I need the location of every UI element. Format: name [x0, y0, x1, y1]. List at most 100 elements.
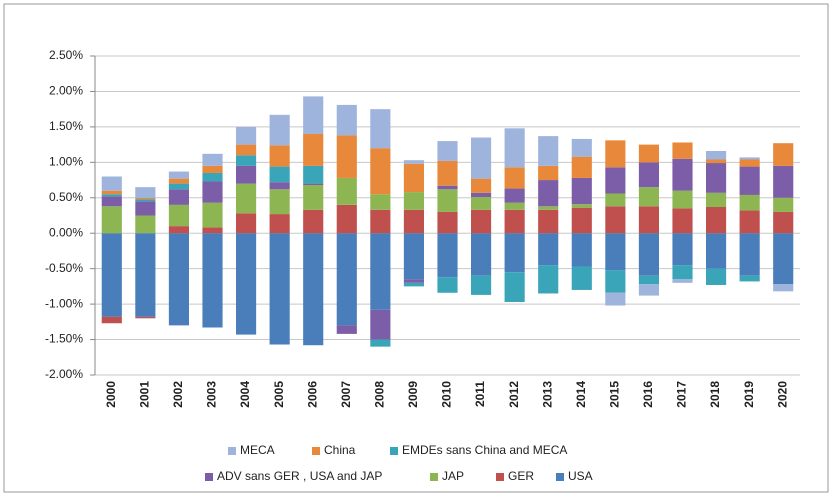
- legend-label: JAP: [442, 469, 464, 483]
- legend-label: China: [324, 443, 356, 457]
- bar-segment: [202, 165, 223, 173]
- legend-swatch: [228, 447, 236, 455]
- bar-segment: [605, 270, 626, 293]
- bar-segment: [638, 144, 659, 163]
- bar-segment: [437, 185, 458, 190]
- bar-segment: [504, 167, 525, 189]
- bar-segment: [236, 233, 257, 335]
- bar-segment: [236, 126, 257, 145]
- bar-segment: [168, 204, 189, 227]
- bar-segment: [571, 204, 592, 208]
- legend-swatch: [496, 473, 504, 481]
- y-tick-label: -0.50%: [45, 261, 83, 275]
- bar-segment: [135, 187, 156, 198]
- bar-segment: [672, 233, 693, 266]
- bar-segment: [638, 162, 659, 188]
- bar-segment: [471, 233, 492, 276]
- x-tick-label: 2013: [540, 381, 554, 408]
- bar-segment: [471, 178, 492, 193]
- x-tick-label: 2014: [574, 381, 588, 408]
- bar-segment: [403, 279, 424, 283]
- x-tick-label: 2005: [272, 381, 286, 408]
- bar-segment: [101, 190, 122, 195]
- bar-segment: [101, 316, 122, 324]
- bar-segment: [773, 233, 794, 285]
- bar-segment: [403, 160, 424, 164]
- bar-segment: [336, 204, 357, 234]
- bar-segment: [605, 206, 626, 234]
- y-tick-label: 2.50%: [49, 48, 83, 62]
- bar-segment: [437, 233, 458, 278]
- bar-segment: [672, 265, 693, 280]
- bar-segment: [336, 325, 357, 334]
- y-tick-label: -2.00%: [45, 367, 83, 381]
- legend-label: GER: [508, 469, 534, 483]
- bar-segment: [135, 316, 156, 319]
- bar-segment: [773, 211, 794, 234]
- bar-segment: [538, 209, 559, 234]
- bar-segment: [303, 165, 324, 184]
- bar-segment: [571, 177, 592, 205]
- bar-segment: [504, 128, 525, 168]
- bar-segment: [101, 233, 122, 317]
- bar-segment: [638, 275, 659, 285]
- legend-swatch: [556, 473, 564, 481]
- bar-segment: [706, 163, 727, 193]
- bar-segment: [370, 309, 391, 340]
- bar-segment: [605, 233, 626, 271]
- bar-segment: [269, 182, 290, 190]
- bar-segment: [571, 233, 592, 267]
- bar-segment: [168, 233, 189, 326]
- bar-segment: [101, 196, 122, 207]
- bar-segment: [403, 233, 424, 280]
- bar-segment: [303, 133, 324, 166]
- x-tick-label: 2012: [507, 381, 521, 408]
- bar-segment: [638, 233, 659, 276]
- bar-segment: [437, 189, 458, 212]
- bar-segment: [571, 156, 592, 178]
- bar-segment: [403, 282, 424, 287]
- bar-segment: [168, 171, 189, 179]
- bar-segment: [739, 159, 760, 167]
- bar-segment: [236, 155, 257, 166]
- bar-segment: [471, 209, 492, 234]
- bar-segment: [403, 209, 424, 234]
- x-tick-label: 2018: [708, 381, 722, 408]
- bar-segment: [437, 277, 458, 293]
- bar-segment: [773, 197, 794, 212]
- legend-swatch: [430, 473, 438, 481]
- bar-segment: [672, 142, 693, 159]
- bar-segment: [504, 209, 525, 234]
- bar-segment: [638, 206, 659, 234]
- legend-swatch: [205, 473, 213, 481]
- bar-segment: [471, 137, 492, 179]
- bar-segment: [202, 202, 223, 228]
- bar-segment: [202, 227, 223, 234]
- x-tick-label: 2019: [742, 381, 756, 408]
- x-tick-label: 2015: [608, 381, 622, 408]
- legend-label: EMDEs sans China and MECA: [402, 443, 567, 457]
- bar-segment: [336, 104, 357, 136]
- x-tick-label: 2002: [171, 381, 185, 408]
- bar-segment: [202, 181, 223, 203]
- x-tick-label: 2000: [104, 381, 118, 408]
- bar-segment: [135, 197, 156, 200]
- bar-segment: [202, 153, 223, 166]
- y-tick-label: 1.00%: [49, 155, 83, 169]
- bar-segment: [403, 192, 424, 210]
- bar-segment: [336, 177, 357, 205]
- bar-segment: [437, 160, 458, 186]
- bar-segment: [370, 109, 391, 149]
- bar-segment: [638, 187, 659, 207]
- bar-segment: [370, 233, 391, 310]
- bar-segment: [101, 176, 122, 191]
- bar-segment: [370, 148, 391, 195]
- x-tick-label: 2017: [675, 381, 689, 408]
- bar-segment: [605, 292, 626, 306]
- bar-segment: [739, 275, 760, 282]
- bar-segment: [605, 140, 626, 168]
- bar-segment: [202, 233, 223, 328]
- bar-segment: [336, 135, 357, 178]
- bar-segment: [706, 206, 727, 234]
